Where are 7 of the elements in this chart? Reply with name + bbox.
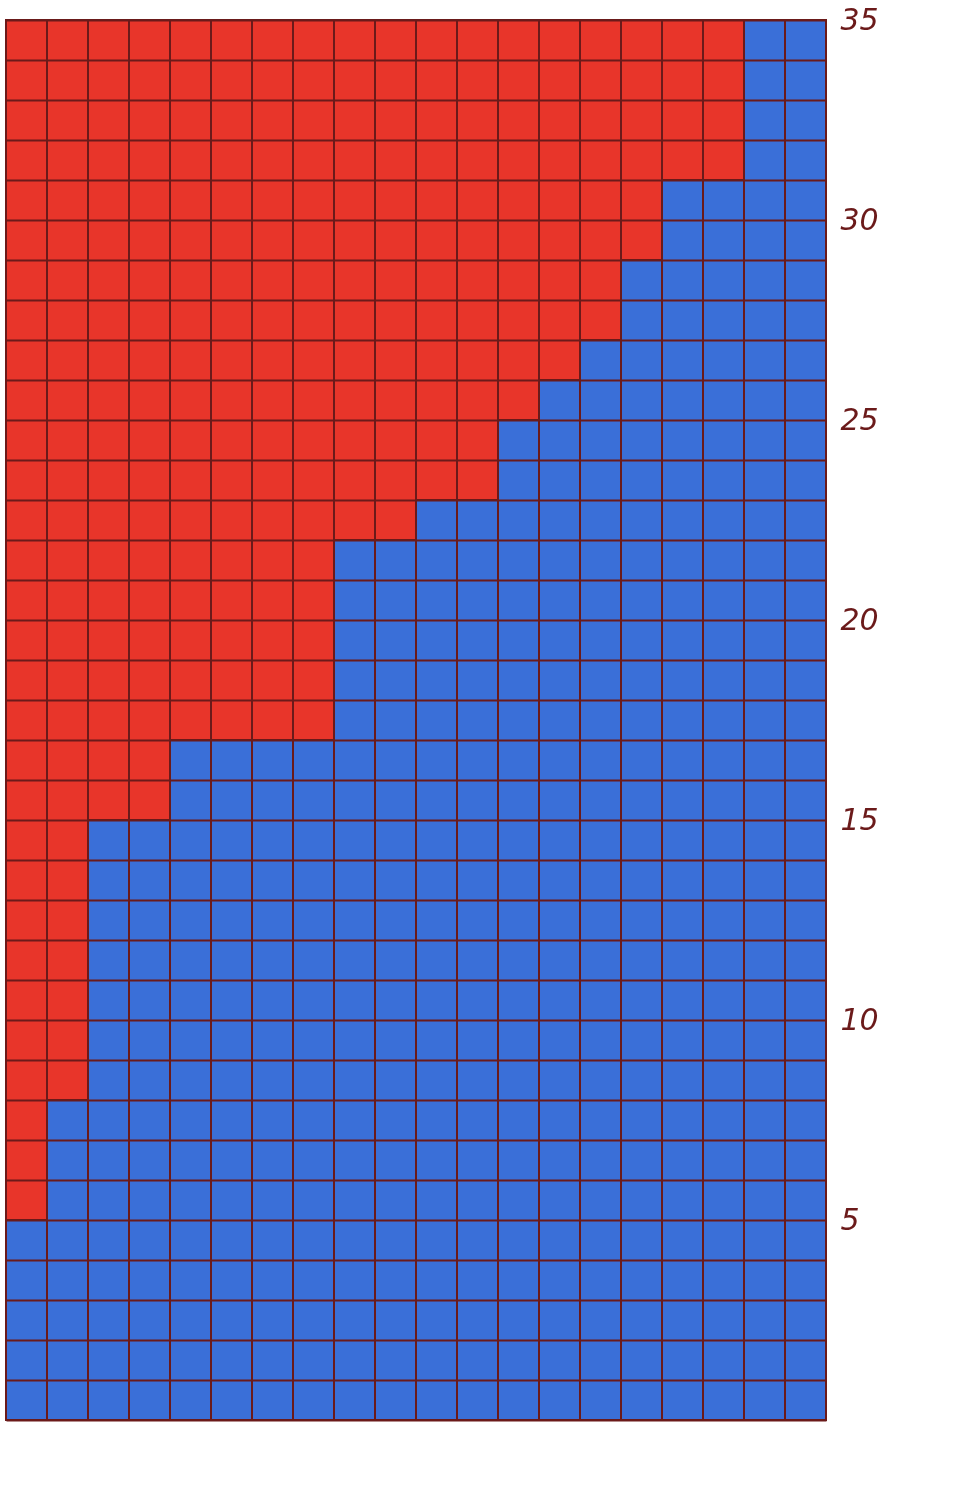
y-tick-label: 25 — [840, 401, 879, 437]
y-tick-label: 30 — [840, 201, 879, 237]
y-tick-label: 10 — [840, 1001, 879, 1037]
y-tick-label: 15 — [840, 801, 879, 837]
y-tick-label: 35 — [840, 1, 879, 37]
y-tick-label: 5 — [840, 1201, 860, 1237]
y-tick-label: 20 — [840, 601, 879, 637]
